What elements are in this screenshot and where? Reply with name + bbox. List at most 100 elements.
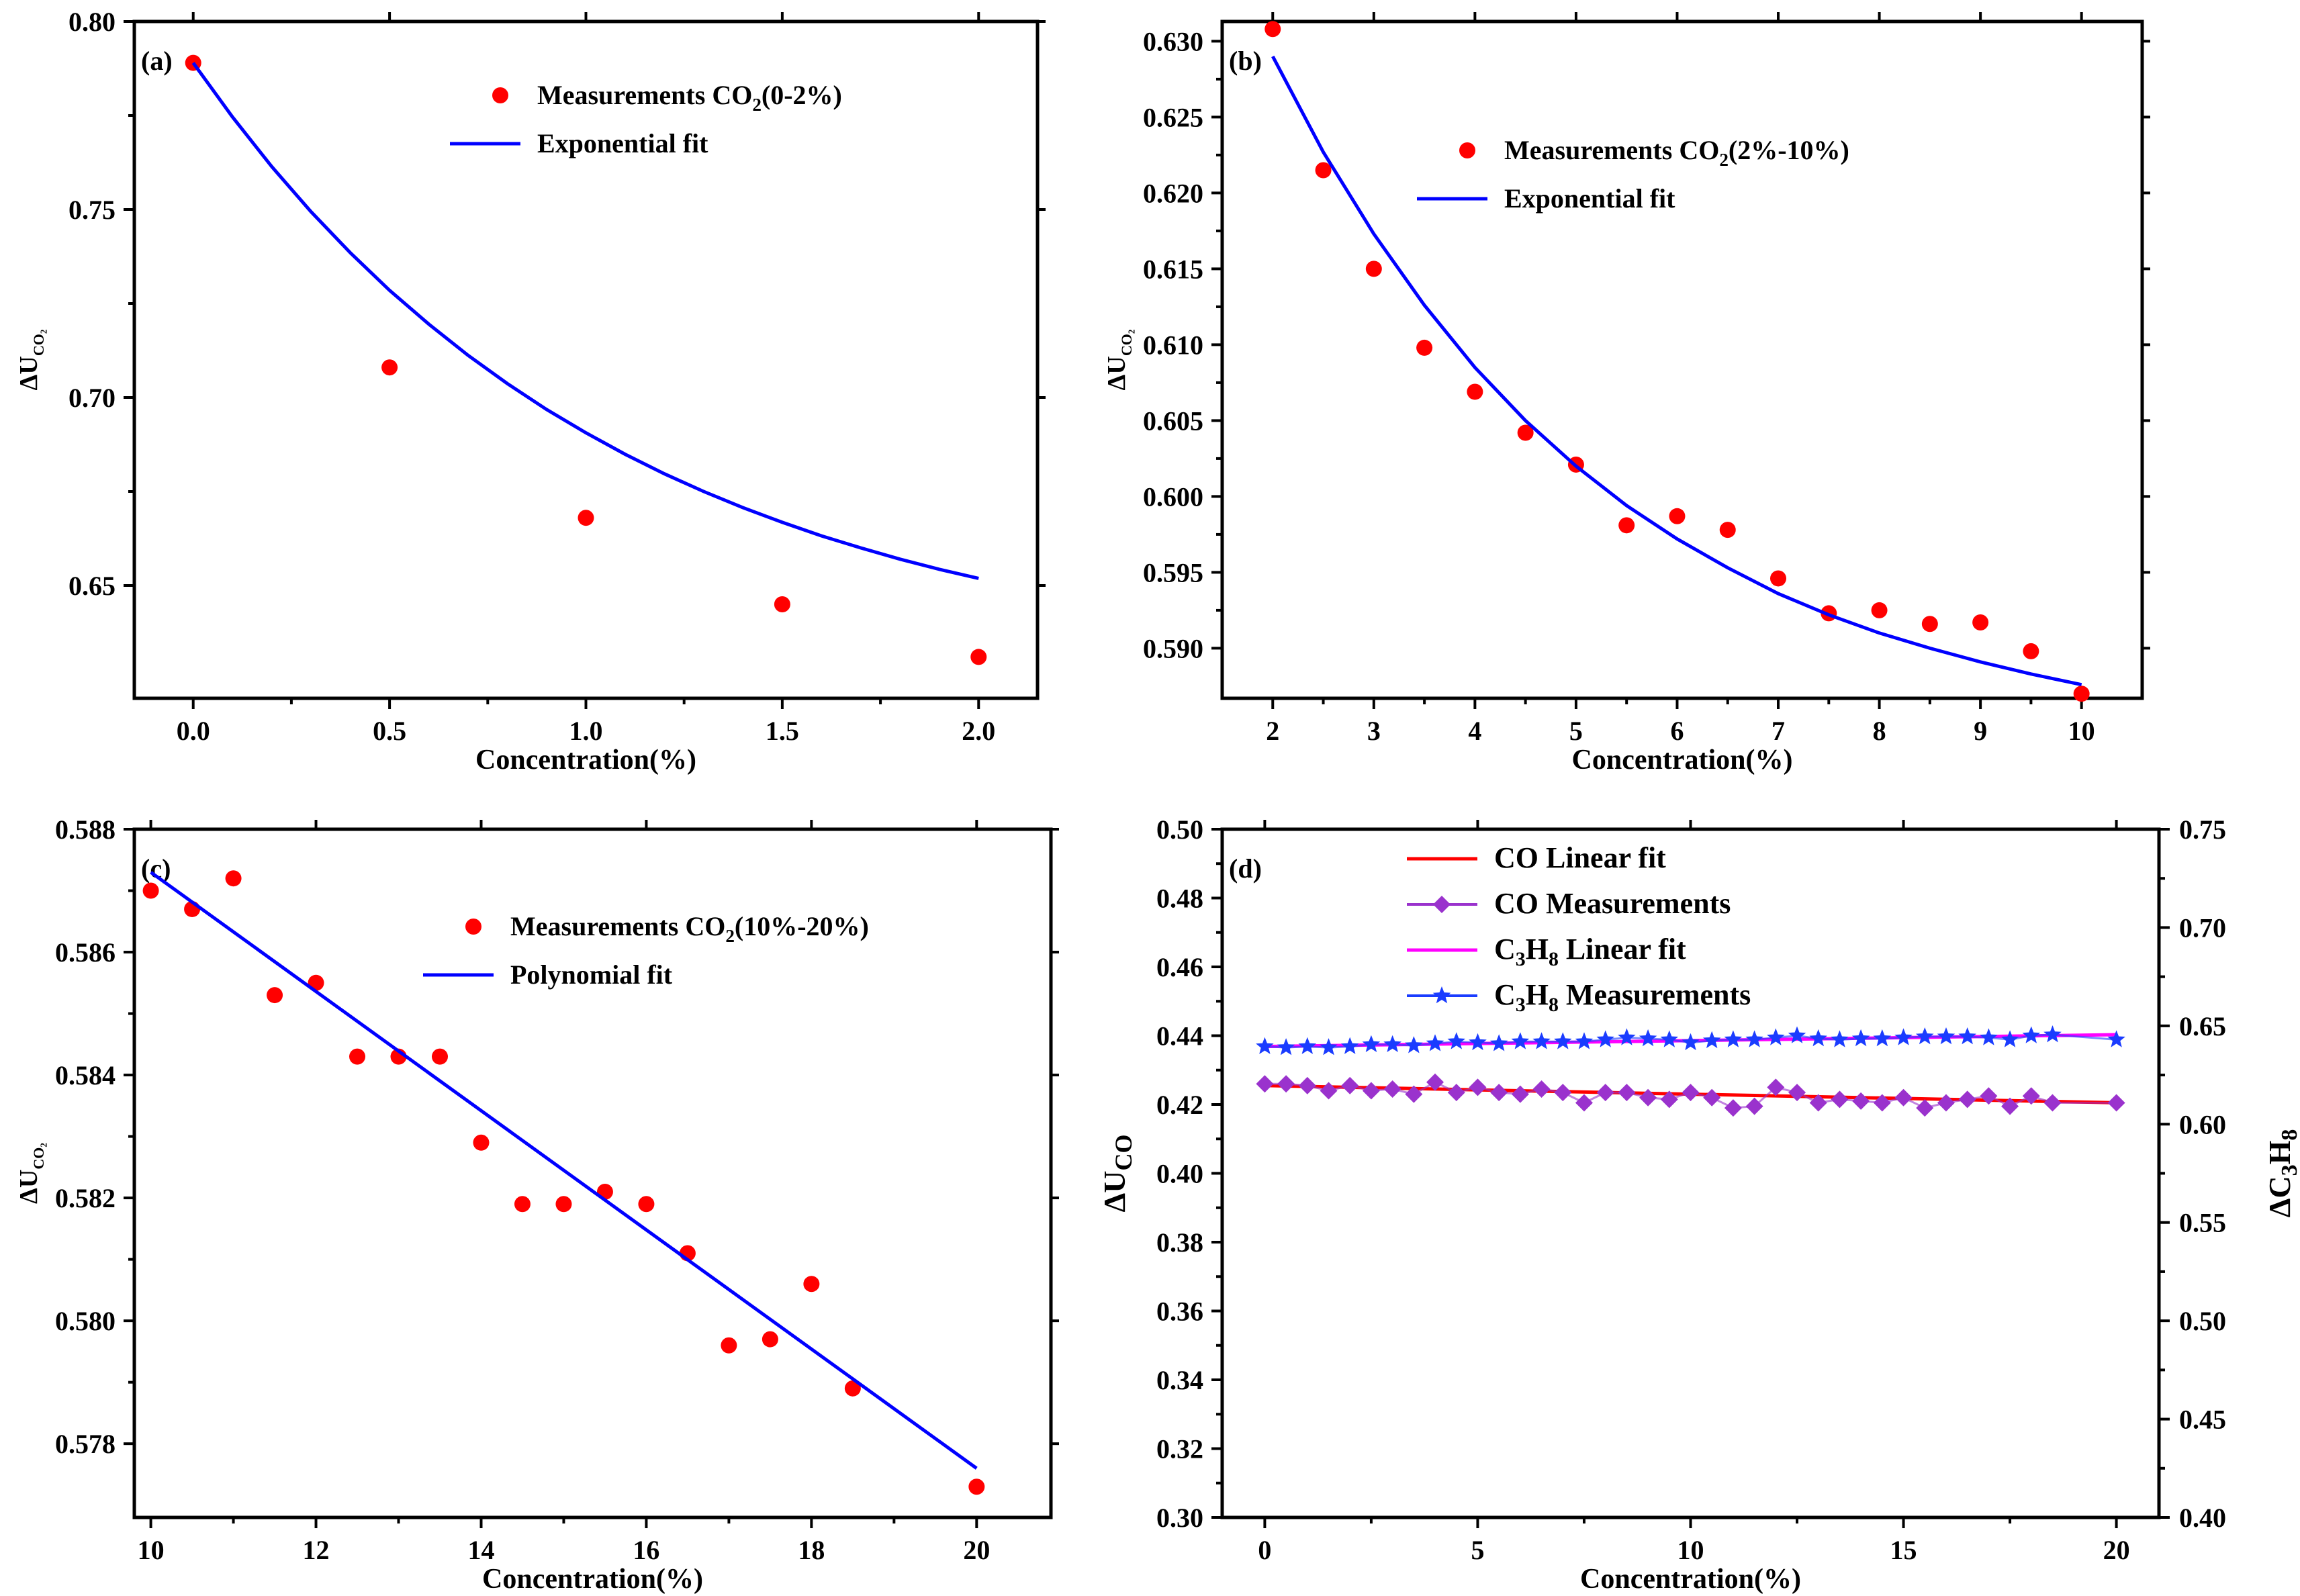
- legend-label: C3H8 Linear fit: [1494, 933, 1686, 970]
- data-point: [1894, 1088, 1913, 1107]
- data-point: [142, 882, 159, 899]
- data-point: [1447, 1032, 1466, 1049]
- y-axis-label-main: ΔU: [15, 356, 43, 390]
- data-point: [1809, 1094, 1827, 1112]
- data-point: [762, 1331, 778, 1348]
- data-point: [1596, 1084, 1614, 1102]
- y2-tick-label: 0.65: [2179, 1011, 2226, 1041]
- y-tick-label: 0.80: [68, 7, 116, 37]
- y-tick-label: 0.65: [68, 571, 116, 601]
- data-point: [1788, 1026, 1806, 1043]
- data-point: [1682, 1084, 1700, 1102]
- legend-label-main: Exponential fit: [537, 128, 708, 158]
- legend-entry: CO Measurements: [1407, 887, 1731, 920]
- data-point: [1469, 1033, 1487, 1051]
- x-tick-label: 1.5: [766, 716, 799, 746]
- data-point: [1972, 614, 1989, 630]
- legend-entry: Measurements CO2(0-2%): [492, 80, 842, 115]
- x-axis-label: Concentration(%): [482, 1564, 703, 1595]
- x-tick-label: 5: [1471, 1535, 1484, 1565]
- legend-entry: Exponential fit: [1417, 183, 1675, 214]
- data-point: [1682, 1033, 1700, 1051]
- legend-label-main: Measurements CO: [510, 911, 725, 941]
- y-tick-label: 0.46: [1156, 952, 1203, 982]
- x-tick-label: 0.0: [177, 716, 210, 746]
- y-tick-label: 0.625: [1143, 102, 1203, 132]
- data-point: [1669, 508, 1686, 524]
- data-point: [1469, 1078, 1487, 1096]
- data-point: [514, 1196, 531, 1213]
- data-point: [968, 1478, 985, 1495]
- fit-line: [191, 62, 979, 580]
- panel-label: (b): [1229, 46, 1262, 76]
- y-axis-label-sub: CO₂: [30, 329, 47, 356]
- legend-entry: Exponential fit: [450, 128, 708, 158]
- data-point: [1921, 616, 1938, 632]
- x-tick-label: 0.5: [373, 716, 406, 746]
- data-point: [1264, 21, 1281, 38]
- data-point: [1618, 517, 1635, 534]
- data-point: [1980, 1087, 1998, 1105]
- legend-label-sub: 2: [752, 95, 762, 115]
- y-tick-label: 0.32: [1156, 1434, 1203, 1464]
- y2-tick-label: 0.40: [2179, 1503, 2226, 1533]
- legend-entry: C3H8 Linear fit: [1407, 933, 1686, 970]
- y-tick-label: 0.44: [1156, 1021, 1203, 1051]
- legend-label-main: Exponential fit: [1504, 183, 1675, 214]
- series-1: [150, 871, 978, 1470]
- legend-label-main: Measurements CO: [1504, 135, 1719, 165]
- data-point: [1277, 1038, 1295, 1055]
- y-axis-label-sub: CO₂: [30, 1143, 47, 1170]
- x-tick-label: 15: [1890, 1535, 1917, 1565]
- legend-label-main: C: [1494, 978, 1516, 1011]
- data-point: [1831, 1090, 1849, 1109]
- data-point: [1416, 339, 1433, 356]
- y-tick-label: 0.584: [55, 1060, 116, 1090]
- legend-label: Exponential fit: [537, 128, 708, 158]
- legend-label-main: CO Linear fit: [1494, 841, 1666, 874]
- data-point: [803, 1276, 820, 1293]
- data-point: [2107, 1030, 2125, 1047]
- data-point: [1770, 570, 1787, 587]
- data-point: [1517, 424, 1534, 441]
- fit-line: [1271, 55, 2082, 687]
- panel-d: 0 5 10 15 20 0.30 0.32 0.34 0.36 0.38 0.40 0.42 0.44…: [1097, 814, 2300, 1595]
- x-tick-label: 10: [2068, 716, 2095, 746]
- legend-label: Measurements CO2(2%-10%): [1504, 135, 1849, 170]
- data-point: [1447, 1084, 1465, 1102]
- panel-label: (a): [141, 46, 173, 76]
- data-point: [2043, 1025, 2062, 1043]
- data-point: [1596, 1030, 1614, 1047]
- y-tick-label: 0.615: [1143, 254, 1203, 284]
- data-point: [1298, 1037, 1317, 1054]
- y2-axis-label-main: ΔC: [2262, 1176, 2297, 1217]
- series-3: [1256, 1025, 2125, 1055]
- legend-marker: [465, 919, 481, 935]
- legend-label-sub: 3: [1516, 948, 1526, 970]
- data-point: [381, 359, 398, 376]
- x-axis-label: Concentration(%): [475, 745, 696, 776]
- y2-tick-label: 0.50: [2179, 1306, 2226, 1336]
- data-point: [1340, 1037, 1359, 1054]
- data-point: [432, 1048, 448, 1065]
- data-point: [844, 1380, 861, 1397]
- panel-label: (d): [1229, 853, 1262, 884]
- legend-label-mid: H: [1526, 978, 1549, 1011]
- y-axis-label-main: ΔU: [1103, 356, 1131, 390]
- data-point: [1745, 1030, 1763, 1047]
- data-point: [578, 510, 594, 526]
- legend-label: Exponential fit: [1504, 183, 1675, 214]
- data-point: [1702, 1031, 1721, 1049]
- legend-marker: [1433, 896, 1451, 913]
- data-point: [349, 1048, 366, 1065]
- data-point: [1320, 1038, 1338, 1055]
- data-point: [1618, 1084, 1636, 1102]
- y-tick-label: 0.582: [55, 1183, 116, 1213]
- data-point: [2043, 1094, 2062, 1112]
- data-point: [1724, 1099, 1742, 1117]
- fit-line: [150, 871, 978, 1470]
- y-tick-label: 0.42: [1156, 1090, 1203, 1120]
- x-tick-label: 12: [303, 1535, 330, 1565]
- legend-label: CO Linear fit: [1494, 841, 1666, 874]
- legend-label-end: Linear fit: [1559, 933, 1686, 966]
